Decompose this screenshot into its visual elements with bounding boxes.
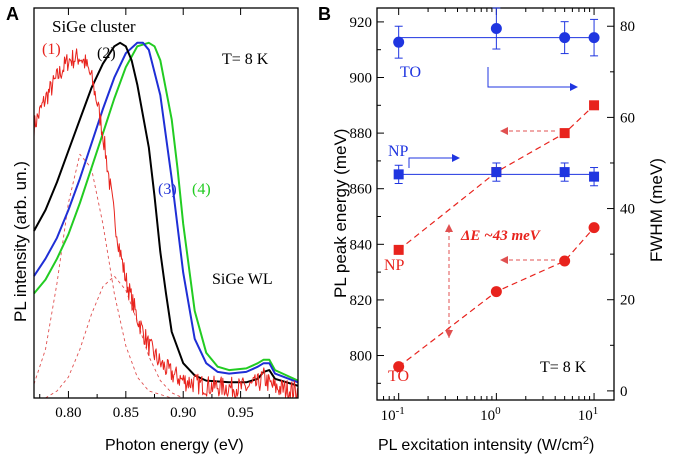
to-fwhm-arrowhead [570,83,578,91]
y-tick-label-1: 820 [350,293,373,309]
y2-tick-label-0: 0 [620,384,628,400]
y2-tick-label-2: 40 [620,202,635,218]
y-tick-label-5: 900 [350,71,373,87]
panel-a-letter: A [6,4,19,24]
to-peak-point-1 [490,286,502,298]
to-peak-arrowhead [500,256,508,264]
panel-a-y-axis-label: PL intensity (arb. un.) [11,161,30,322]
panel-a-wl-label: SiGe WL [212,271,273,288]
delta-e-arrowhead-bottom [445,330,453,338]
to-peak-point-3 [588,222,600,234]
y-tick-label-6: 920 [350,15,373,31]
np-peak-arrowhead [500,127,508,135]
y-tick-label-2: 840 [350,237,373,253]
to-fwhm-label: TO [400,64,421,81]
panel-b-letter: B [318,4,331,24]
panel-a-frame [33,7,299,399]
y-tick-label-4: 880 [350,126,373,142]
to-peak-point-0 [393,361,405,373]
curve-4 [33,41,299,382]
panel-b-temperature: T= 8 K [540,359,587,376]
np-peak-point-0 [393,244,404,255]
panel-b-y-axis-label: PL peak energy (meV) [331,129,350,298]
y2-tick-label-3: 60 [620,110,635,126]
np-peak-label: NP [384,257,405,274]
to-peak-point-2 [559,255,571,267]
x-tick-label-2: 101 [578,405,599,424]
np-fwhm-point-3 [589,171,600,182]
np-peak-point-3 [589,100,600,111]
curve-1 [33,48,298,399]
np-fwhm-point-2 [559,167,570,178]
to-fwhm-point-3 [588,32,600,44]
to-peak-label: TO [388,368,409,385]
curve-fit-2 [45,275,184,399]
delta-e-label: ΔE ~43 meV [460,228,542,244]
x-tick-label-1: 100 [480,405,501,424]
curve-1-label: (1) [42,41,61,58]
x-tick-label-3: 0.95 [227,405,253,421]
panel-a-x-ticks: 0.80 0.85 0.90 0.95 [39,8,270,421]
panel-a-curves [33,41,299,399]
np-fwhm-arrow [408,157,452,168]
x-label-main: PL excitation intensity (W/cm [378,437,583,454]
y-tick-label-0: 800 [350,349,373,365]
y-tick-label-3: 860 [350,182,373,198]
x-tick-label-0: 0.80 [55,405,81,421]
panel-b: B 800 820 840 860 880 900 920 0 20 40 60 80 10-1 100 1… [318,4,666,454]
x-label-end: ) [589,437,594,454]
to-peak-trend-line [398,227,595,368]
y2-tick-label-1: 20 [620,293,635,309]
to-fwhm-arrow [487,67,570,88]
to-fwhm-point-1 [490,23,502,35]
panel-a-x-axis-label: Photon energy (eV) [105,437,244,454]
to-fwhm-point-0 [393,36,405,48]
curve-3-label: (3) [158,181,177,198]
curve-4-label: (4) [192,181,211,198]
panel-b-y2-axis-label: FWHM (meV) [647,158,666,262]
np-fwhm-point-0 [393,169,404,180]
panel-b-data [393,7,600,373]
curve-2 [33,41,299,387]
curve-3 [33,41,299,384]
np-peak-point-2 [559,128,570,139]
curve-2-label: (2) [97,45,116,62]
panel-a: A 0.80 0.85 0.90 0.95 SiGe cluster T= 8 K S… [6,4,299,454]
curve-fit-1 [33,153,184,399]
panel-b-x-axis-label: PL excitation intensity (W/cm2) [378,435,594,454]
np-fwhm-label: NP [388,143,409,160]
panel-b-ticks: 800 820 840 860 880 900 920 0 20 40 60 80 10-1 100 101 [350,8,635,424]
np-fwhm-point-1 [491,167,502,178]
x-tick-label-2: 0.90 [170,405,196,421]
np-peak-trend-line [398,104,595,251]
to-fwhm-point-2 [559,32,571,44]
np-fwhm-arrowhead [452,154,460,162]
x-label-superscript: 2 [583,435,589,447]
y2-tick-label-4: 80 [620,19,635,35]
panel-a-temperature: T= 8 K [222,51,269,68]
delta-e-arrowhead-top [445,224,453,232]
annotation-arrows [408,67,578,338]
x-tick-label-1: 0.85 [113,405,139,421]
panel-a-title: SiGe cluster [52,17,136,36]
x-tick-label-0: 10-1 [381,405,405,424]
